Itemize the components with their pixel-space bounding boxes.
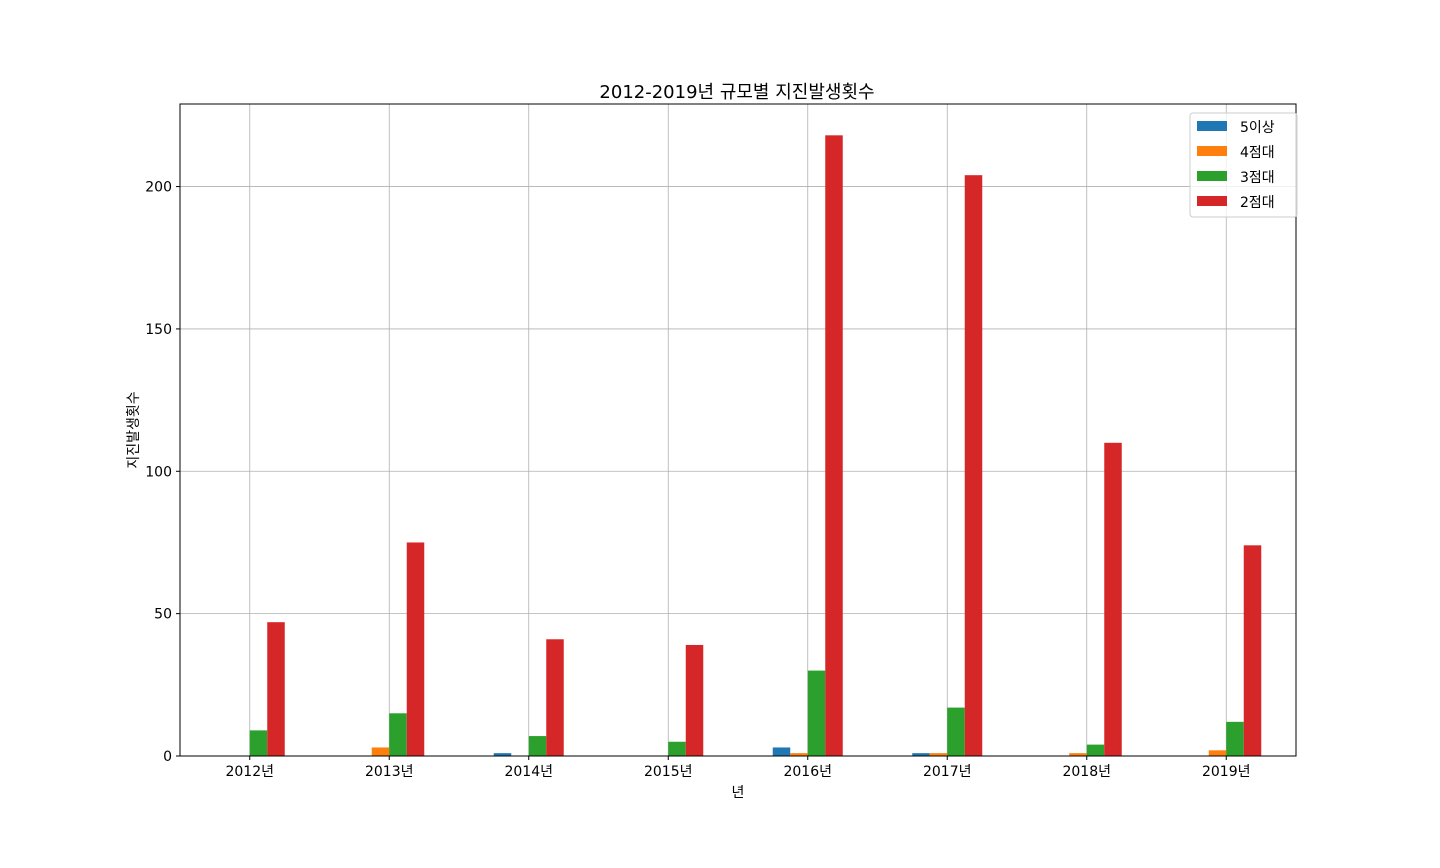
- bars: [249, 135, 1262, 756]
- legend-box: [1189, 112, 1298, 218]
- legend-label: 2점대: [1240, 195, 1275, 211]
- bar: [772, 747, 791, 756]
- bar: [267, 622, 285, 756]
- x-tick-label: 2016년: [783, 764, 832, 780]
- x-axis-label: 년: [732, 785, 745, 801]
- x-tick-label: 2017년: [923, 764, 972, 780]
- legend-swatch: [1197, 196, 1227, 206]
- legend-label: 3점대: [1240, 170, 1275, 186]
- bar: [1104, 442, 1122, 756]
- bar: [546, 639, 564, 756]
- bar: [371, 747, 390, 756]
- bar: [668, 741, 686, 756]
- bar: [790, 753, 808, 756]
- legend-label: 4점대: [1240, 145, 1275, 161]
- bar: [807, 670, 826, 756]
- bar: [1069, 753, 1087, 756]
- x-tick-label: 2012년: [225, 764, 274, 780]
- y-tick-label: 200: [145, 180, 172, 196]
- bar: [929, 753, 948, 756]
- bar: [912, 753, 930, 756]
- x-tick-label: 2019년: [1202, 764, 1251, 780]
- legend-swatch: [1197, 146, 1227, 156]
- x-tick-label: 2015년: [644, 764, 693, 780]
- bar: [1086, 744, 1105, 756]
- plot-frame: [179, 103, 1297, 757]
- legend-label: 5이상: [1240, 120, 1275, 136]
- bar: [964, 175, 983, 756]
- x-tick-label: 2014년: [504, 764, 553, 780]
- chart-title: 2012-2019년 규모별 지진발생횟수: [599, 82, 874, 103]
- bar: [389, 713, 407, 756]
- bar: [685, 644, 704, 756]
- y-axis-label: 지진발생횟수: [126, 391, 142, 468]
- y-tick-label: 50: [154, 607, 172, 623]
- bar: [1226, 721, 1244, 756]
- bar: [493, 753, 512, 756]
- legend: 5이상 4점대 3점대 2점대: [1189, 112, 1298, 218]
- y-tick-label: 100: [145, 464, 172, 480]
- bar: [406, 542, 425, 756]
- y-axis-ticks: 0 50 100 150 200: [145, 180, 180, 765]
- bar: [1208, 750, 1227, 756]
- grid: [180, 104, 1296, 757]
- bar: [1243, 545, 1262, 756]
- x-tick-label: 2013년: [365, 764, 414, 780]
- x-axis-ticks: 2012년 2013년 2014년 2015년 2016년 2017년 2018년 2019년: [225, 756, 1251, 780]
- legend-swatch: [1197, 171, 1227, 181]
- bar: [947, 707, 965, 756]
- x-tick-label: 2018년: [1062, 764, 1111, 780]
- bar: [249, 730, 268, 756]
- legend-swatch: [1197, 121, 1227, 131]
- y-tick-label: 150: [145, 322, 172, 338]
- bar: [528, 736, 547, 756]
- y-tick-label: 0: [163, 749, 172, 765]
- bar: [825, 135, 843, 756]
